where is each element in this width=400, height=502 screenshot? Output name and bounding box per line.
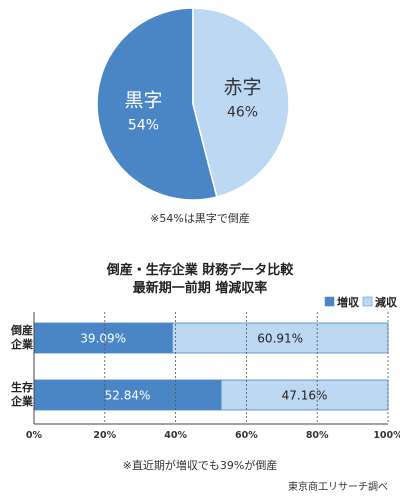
- bar-note: ※直近期が増収でも39%が倒産: [122, 459, 278, 472]
- x-tick-label: 100%: [373, 430, 400, 441]
- bar-chart-subtitle: 最新期一前期 増減収率: [132, 281, 268, 296]
- category-label: 生存: [11, 380, 33, 394]
- x-tick-label: 60%: [235, 430, 258, 441]
- bar-segment: [220, 379, 389, 411]
- pie-slice-name: 赤字: [224, 77, 262, 99]
- pie-slice-value: 46%: [227, 105, 258, 121]
- x-tick-label: 80%: [306, 430, 329, 441]
- bar-value-label: 60.91%: [257, 332, 303, 346]
- bar-value-label: 52.84%: [105, 389, 151, 403]
- pie-slice-black: [96, 7, 218, 201]
- legend-label-1: 減収: [375, 295, 398, 309]
- x-tick-label: 0%: [26, 430, 43, 441]
- category-label: 企業: [10, 394, 34, 408]
- pie-note: ※54%は黒字で倒産: [150, 212, 250, 225]
- pie-chart: 黒字 54% 赤字 46%: [96, 7, 290, 201]
- source-credit: 東京商工リサーチ調べ: [288, 482, 388, 493]
- bar-value-label: 39.09%: [80, 332, 126, 346]
- legend-label-0: 増収: [337, 295, 360, 309]
- bar-segment: [171, 322, 389, 354]
- x-tick-label: 40%: [164, 430, 187, 441]
- bar-chart-title: 倒産・生存企業 財務データ比較: [106, 263, 294, 278]
- pie-slice-value: 54%: [128, 117, 159, 133]
- bar-value-label: 47.16%: [282, 389, 328, 403]
- pie-slice-red: [192, 7, 290, 198]
- legend-swatch-1: [362, 296, 373, 307]
- x-tick-label: 20%: [93, 430, 116, 441]
- legend-swatch-0: [324, 296, 335, 307]
- category-label: 企業: [10, 337, 34, 351]
- category-label: 倒産: [10, 323, 33, 337]
- pie-slice-name: 黒字: [124, 89, 162, 111]
